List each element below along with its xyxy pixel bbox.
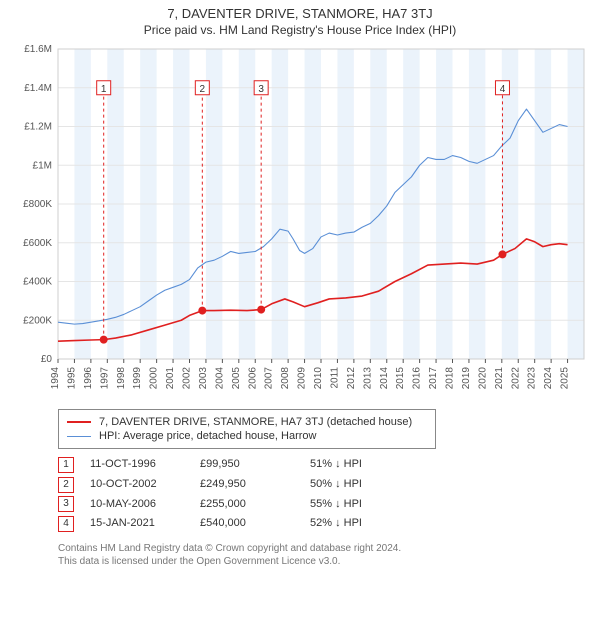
svg-text:£1.4M: £1.4M bbox=[24, 83, 52, 94]
svg-text:2008: 2008 bbox=[280, 367, 291, 390]
svg-text:2021: 2021 bbox=[494, 367, 505, 390]
legend-item: HPI: Average price, detached house, Harr… bbox=[67, 430, 427, 442]
row-marker: 3 bbox=[58, 496, 74, 512]
row-price: £99,950 bbox=[200, 455, 310, 475]
svg-text:2015: 2015 bbox=[395, 367, 406, 390]
row-date: 10-OCT-2002 bbox=[90, 475, 200, 495]
page-subtitle: Price paid vs. HM Land Registry's House … bbox=[8, 23, 592, 37]
svg-text:2022: 2022 bbox=[510, 367, 521, 390]
svg-text:2024: 2024 bbox=[543, 367, 554, 390]
page-title: 7, DAVENTER DRIVE, STANMORE, HA7 3TJ bbox=[8, 6, 592, 21]
legend-label: HPI: Average price, detached house, Harr… bbox=[99, 430, 316, 442]
row-price: £255,000 bbox=[200, 495, 310, 515]
svg-text:4: 4 bbox=[500, 84, 506, 95]
svg-text:2: 2 bbox=[200, 84, 206, 95]
row-marker: 2 bbox=[58, 477, 74, 493]
svg-text:2014: 2014 bbox=[379, 367, 390, 390]
svg-text:£1M: £1M bbox=[33, 160, 52, 171]
svg-text:2016: 2016 bbox=[412, 367, 423, 390]
chart: £0 £200K £400K £600K £800K £1M £1.2M £1.4M £1.6M… bbox=[8, 43, 592, 403]
svg-text:2011: 2011 bbox=[329, 367, 340, 389]
row-delta: 52% ↓ HPI bbox=[310, 514, 420, 534]
svg-text:£800K: £800K bbox=[23, 199, 52, 210]
svg-text:2018: 2018 bbox=[445, 367, 456, 390]
svg-text:2020: 2020 bbox=[477, 367, 488, 390]
svg-text:2003: 2003 bbox=[198, 367, 209, 390]
legend-swatch bbox=[67, 421, 91, 423]
legend-swatch bbox=[67, 436, 91, 437]
svg-text:2005: 2005 bbox=[231, 367, 242, 390]
svg-text:2000: 2000 bbox=[149, 367, 160, 390]
footnote: Contains HM Land Registry data © Crown c… bbox=[58, 542, 592, 568]
row-marker: 1 bbox=[58, 457, 74, 473]
table-row: 3 10-MAY-2006£255,00055% ↓ HPI bbox=[58, 495, 592, 515]
svg-text:£200K: £200K bbox=[23, 315, 52, 326]
svg-text:2007: 2007 bbox=[264, 367, 275, 390]
legend-label: 7, DAVENTER DRIVE, STANMORE, HA7 3TJ (de… bbox=[99, 416, 412, 428]
row-delta: 55% ↓ HPI bbox=[310, 495, 420, 515]
svg-text:2013: 2013 bbox=[362, 367, 373, 390]
svg-text:1997: 1997 bbox=[99, 367, 110, 390]
svg-text:£400K: £400K bbox=[23, 277, 52, 288]
svg-text:2025: 2025 bbox=[560, 367, 571, 390]
svg-text:2019: 2019 bbox=[461, 367, 472, 390]
transactions-table: 1 11-OCT-1996£99,95051% ↓ HPI 2 10-OCT-2002… bbox=[58, 455, 592, 534]
row-marker: 4 bbox=[58, 516, 74, 532]
row-date: 10-MAY-2006 bbox=[90, 495, 200, 515]
row-delta: 50% ↓ HPI bbox=[310, 475, 420, 495]
svg-text:2023: 2023 bbox=[527, 367, 538, 390]
svg-text:2017: 2017 bbox=[428, 367, 439, 390]
svg-text:2012: 2012 bbox=[346, 367, 357, 390]
svg-text:£1.2M: £1.2M bbox=[24, 122, 52, 133]
svg-text:1996: 1996 bbox=[83, 367, 94, 390]
svg-text:1999: 1999 bbox=[132, 367, 143, 390]
svg-text:2002: 2002 bbox=[182, 367, 193, 390]
svg-text:1995: 1995 bbox=[66, 367, 77, 390]
chart-svg: £0 £200K £400K £600K £800K £1M £1.2M £1.4M £1.6M… bbox=[8, 43, 592, 403]
svg-text:3: 3 bbox=[258, 84, 264, 95]
table-row: 1 11-OCT-1996£99,95051% ↓ HPI bbox=[58, 455, 592, 475]
svg-text:£1.6M: £1.6M bbox=[24, 44, 52, 55]
footnote-line-2: This data is licensed under the Open Gov… bbox=[58, 555, 592, 568]
svg-text:£600K: £600K bbox=[23, 238, 52, 249]
svg-text:2004: 2004 bbox=[214, 367, 225, 390]
legend-item: 7, DAVENTER DRIVE, STANMORE, HA7 3TJ (de… bbox=[67, 416, 427, 428]
row-price: £540,000 bbox=[200, 514, 310, 534]
svg-text:1994: 1994 bbox=[50, 367, 61, 390]
svg-text:2001: 2001 bbox=[165, 367, 176, 390]
table-row: 2 10-OCT-2002£249,95050% ↓ HPI bbox=[58, 475, 592, 495]
row-date: 15-JAN-2021 bbox=[90, 514, 200, 534]
row-date: 11-OCT-1996 bbox=[90, 455, 200, 475]
legend: 7, DAVENTER DRIVE, STANMORE, HA7 3TJ (de… bbox=[58, 409, 436, 449]
row-price: £249,950 bbox=[200, 475, 310, 495]
svg-text:1: 1 bbox=[101, 84, 107, 95]
footnote-line-1: Contains HM Land Registry data © Crown c… bbox=[58, 542, 592, 555]
svg-text:2010: 2010 bbox=[313, 367, 324, 390]
svg-text:2009: 2009 bbox=[297, 367, 308, 390]
table-row: 4 15-JAN-2021£540,00052% ↓ HPI bbox=[58, 514, 592, 534]
svg-text:1998: 1998 bbox=[116, 367, 127, 390]
svg-text:£0: £0 bbox=[41, 354, 53, 365]
svg-text:2006: 2006 bbox=[247, 367, 258, 390]
row-delta: 51% ↓ HPI bbox=[310, 455, 420, 475]
